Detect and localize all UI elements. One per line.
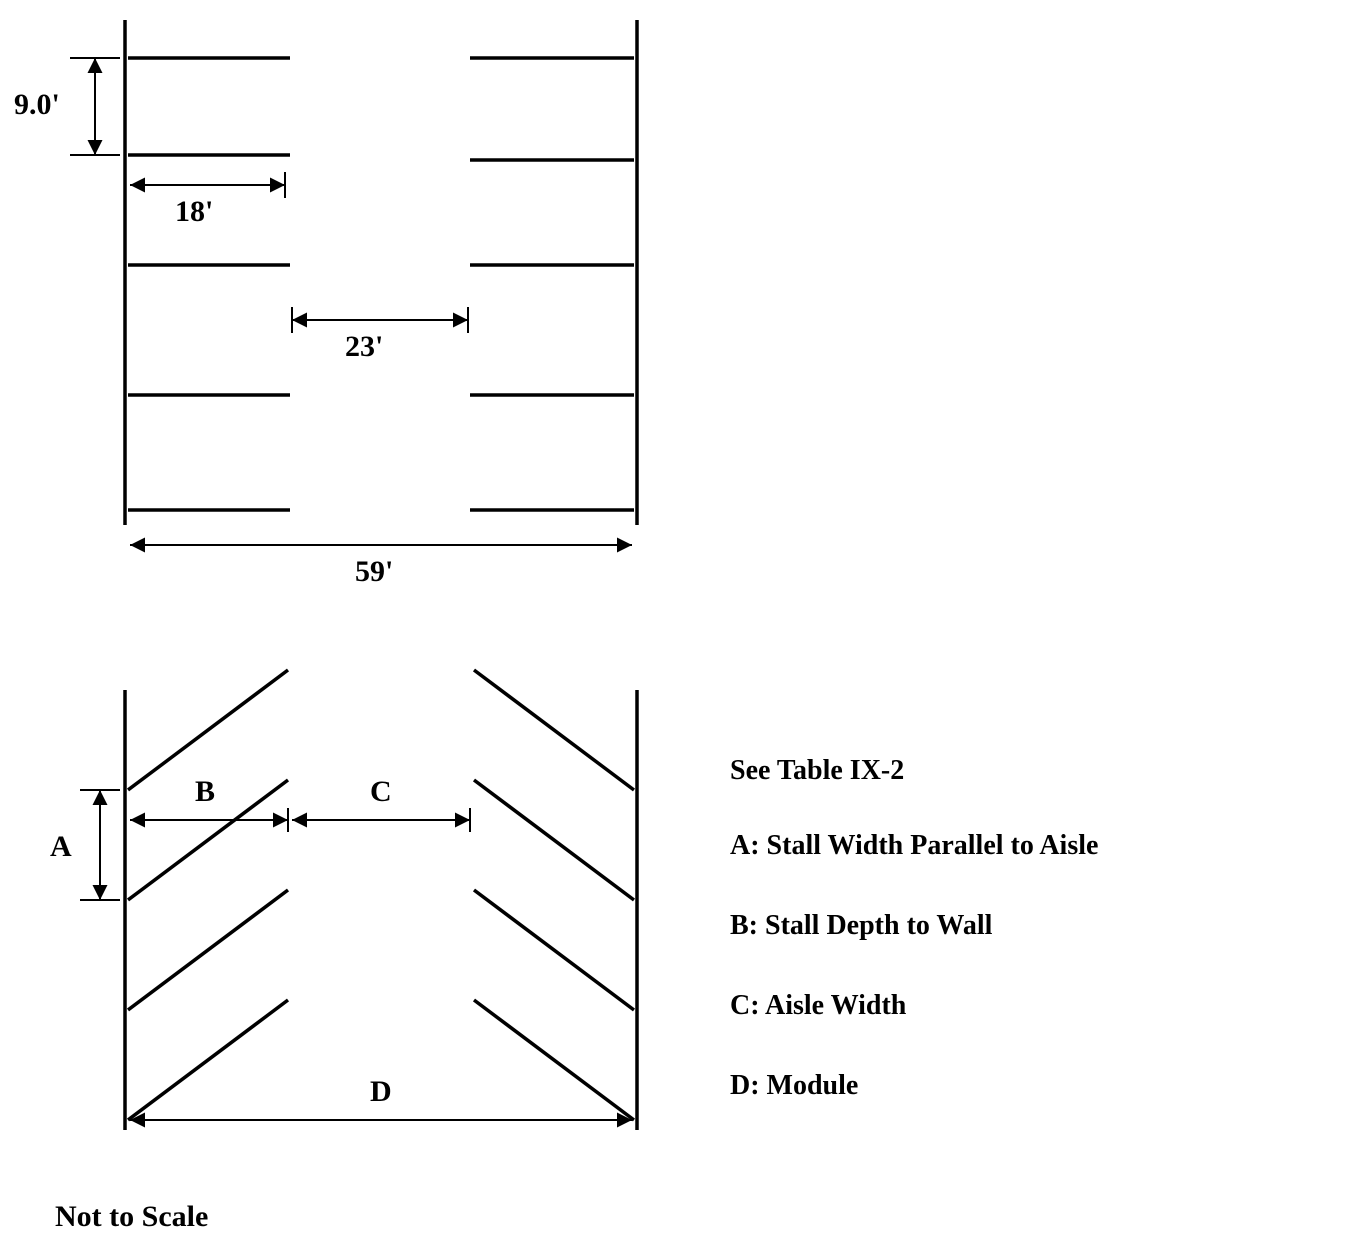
angled-parking-diagram (125, 670, 637, 1130)
not-to-scale-note: Not to Scale (55, 1200, 208, 1234)
dim-23-label: 23' (345, 330, 383, 364)
diagram-svg (0, 0, 1351, 1258)
parking-stall-diagram: 9.0' 18' 23' 59' A B C D See Table IX-2 … (0, 0, 1351, 1258)
label-B: B (195, 775, 215, 809)
legend-item-C: C: Aisle Width (730, 990, 906, 1022)
legend-see-table: See Table IX-2 (730, 755, 904, 787)
legend-item-D: D: Module (730, 1070, 858, 1102)
legend-item-B: B: Stall Depth to Wall (730, 910, 992, 942)
dim-18-label: 18' (175, 195, 213, 229)
label-A: A (50, 830, 72, 864)
dim-59-label: 59' (355, 555, 393, 589)
label-D: D (370, 1075, 392, 1109)
dim-9-label: 9.0' (14, 88, 60, 122)
legend-item-A: A: Stall Width Parallel to Aisle (730, 830, 1098, 862)
label-C: C (370, 775, 392, 809)
perpendicular-parking-diagram (125, 20, 637, 525)
